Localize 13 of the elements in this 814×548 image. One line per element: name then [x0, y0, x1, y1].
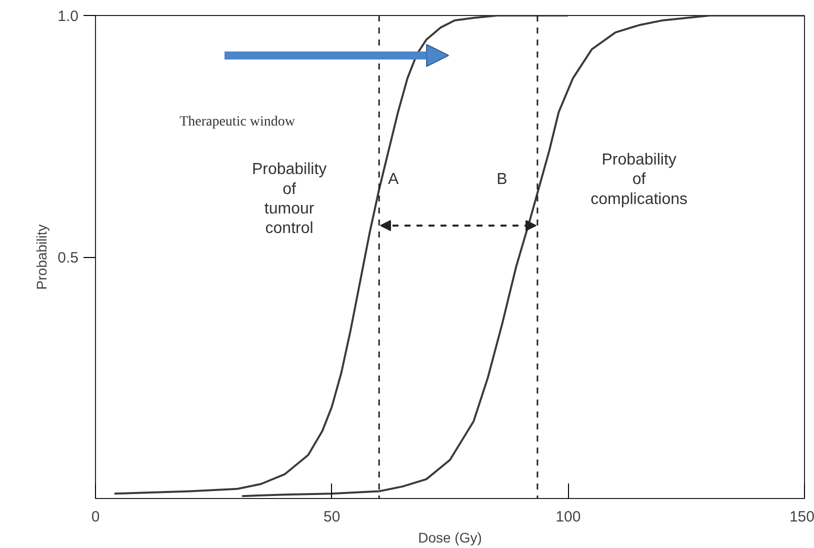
annotation: A: [388, 171, 399, 188]
x-tick-label: 50: [323, 508, 340, 526]
annotation: Probability of complications: [590, 152, 688, 208]
annotation: Therapeutic window: [180, 114, 296, 130]
annotation: B: [496, 171, 508, 188]
x-tick-label: 100: [556, 508, 581, 526]
x-tick-label: 0: [91, 508, 100, 526]
x-tick-label: 150: [789, 508, 814, 526]
annotation: Probability of tumour control: [252, 161, 327, 237]
y-tick-label: 0.5: [58, 250, 79, 266]
y-tick-label: 1.0: [58, 8, 79, 25]
y-axis-title: Probability: [34, 224, 50, 290]
x-axis-title: Dose (Gy): [418, 530, 482, 546]
